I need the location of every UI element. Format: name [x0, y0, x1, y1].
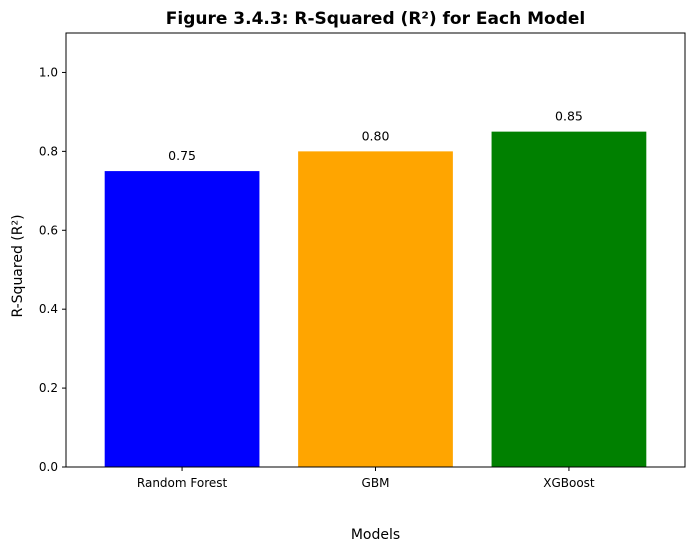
y-tick-label: 0.0 [39, 460, 58, 474]
data-label: 0.75 [168, 148, 196, 163]
y-tick-label: 0.8 [39, 144, 58, 158]
x-axis: Random Forest GBM XGBoost [137, 467, 595, 490]
y-tick-label: 0.4 [39, 302, 58, 316]
bars-layer [104, 131, 647, 468]
y-axis-label: R-Squared (R²) [10, 214, 26, 317]
bar-gbm [298, 151, 453, 467]
y-tick-label: 0.2 [39, 381, 58, 395]
y-tick-label: 1.0 [39, 65, 58, 79]
y-tick-label: 0.6 [39, 223, 58, 237]
chart-title: Figure 3.4.3: R-Squared (R²) for Each Mo… [166, 9, 585, 29]
x-tick-label: Random Forest [137, 476, 228, 490]
bar-xgboost [491, 131, 647, 468]
bar-random-forest [104, 171, 260, 467]
data-labels-layer: 0.75 0.80 0.85 [168, 109, 583, 163]
plot-frame [65, 32, 686, 468]
x-tick-label: GBM [362, 476, 390, 490]
y-axis: 0.0 0.2 0.4 0.6 0.8 1.0 [39, 65, 66, 474]
data-label: 0.85 [555, 109, 583, 124]
data-label: 0.80 [362, 128, 390, 143]
x-tick-label: XGBoost [543, 476, 595, 490]
x-axis-label: Models [351, 527, 400, 543]
